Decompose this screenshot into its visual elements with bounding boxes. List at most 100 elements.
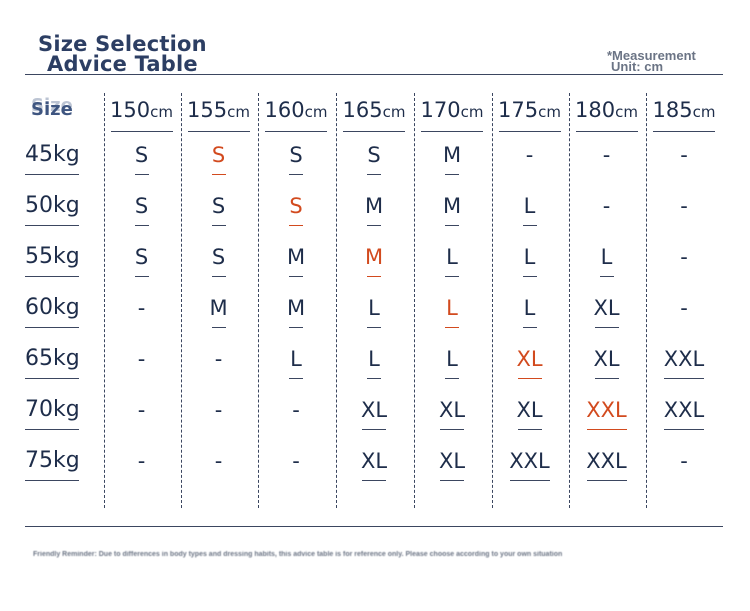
weight-underline [25,378,79,379]
size-cell: - [568,185,645,236]
recommended-size-value: L [446,296,458,320]
size-cell: - [645,236,723,287]
size-underline [594,378,619,379]
size-cell: - [645,185,723,236]
size-value: - [525,143,534,167]
height-unit: cm [692,103,716,121]
size-cell: - [180,440,257,491]
weight-label: 75kg [25,448,80,473]
size-underline [134,174,149,175]
size-cell: - [645,440,723,491]
size-cell: - [257,440,335,491]
size-cell: XL [568,338,645,389]
size-underline [289,327,303,328]
size-value: - [602,143,611,167]
size-cell: XXL [491,440,568,491]
recommended-size-value: XXL [586,398,627,422]
size-cell: XL [335,389,413,440]
header-underline [110,131,173,132]
size-cell: XL [568,287,645,338]
size-value: M [442,143,462,167]
bottom-divider [25,526,723,527]
corner-size-label: Size [25,93,103,134]
size-underline [211,327,226,328]
column-divider [414,93,416,508]
column-divider [258,93,260,508]
size-value: XL [360,398,388,422]
recommended-size-value: M [364,245,384,269]
page-title: Size Selection Advice Table [38,32,278,75]
size-underline [289,378,303,379]
weight-row-header: 45kg [25,134,103,185]
size-underline [367,327,381,328]
size-underline [445,327,459,328]
weight-row-header: 75kg [25,440,103,491]
size-underline [211,276,226,277]
height-header-label: 180cm [575,93,638,125]
size-value: M [209,296,228,320]
size-underline [509,480,550,481]
weight-row-header: 50kg [25,185,103,236]
size-cell: M [180,287,257,338]
size-value: XXL [509,449,550,473]
size-value: L [600,245,613,269]
height-header-cell: 160cm [257,93,335,134]
height-header-label: 175cm [498,93,561,125]
size-advice-table: Size 150cm 155cm 160cm 165cm 170cm 175cm 180cm… [25,93,723,508]
title-line-1: Size Selection [38,32,207,56]
size-underline [522,327,537,328]
size-value: XXL [586,449,627,473]
weight-underline [25,225,79,226]
size-value: - [680,449,688,473]
size-cell: S [335,134,413,185]
weight-underline [25,276,79,277]
column-divider [646,93,648,508]
size-value: - [137,398,146,422]
size-value: - [137,296,146,320]
size-cell: L [491,236,568,287]
size-value: M [442,194,462,218]
size-value: XXL [663,398,705,422]
weight-label: 50kg [25,193,80,218]
height-header-cell: 185cm [645,93,723,134]
size-underline [440,480,464,481]
height-unit: cm [382,103,406,121]
size-underline [367,276,381,277]
size-cell: S [180,134,257,185]
size-cell: S [103,134,180,185]
height-header-label: 165cm [343,93,406,125]
height-value: 165 [342,98,383,122]
size-cell: M [413,134,491,185]
weight-underline [25,480,79,481]
size-cell: L [413,287,491,338]
size-value: L [368,347,380,371]
size-value: L [368,296,380,320]
size-cell: XL [335,440,413,491]
size-cell: L [413,236,491,287]
recommended-size-value: S [211,143,226,167]
column-divider [181,93,183,508]
height-header-cell: 155cm [180,93,257,134]
column-divider [104,93,106,508]
size-underline [289,225,303,226]
size-cell: - [491,134,568,185]
size-cell: - [257,389,335,440]
size-value: - [680,245,688,269]
size-underline [289,174,303,175]
size-underline [211,174,226,175]
column-divider [492,93,494,508]
size-cell: M [335,236,413,287]
height-header-label: 150cm [110,93,173,125]
recommended-size-value: XL [516,347,543,371]
height-header-label: 185cm [653,93,716,125]
size-value: S [367,143,381,167]
size-cell: L [335,287,413,338]
size-value: M [364,194,384,218]
size-value: XL [593,296,620,320]
size-cell: XL [413,440,491,491]
weight-row-header: 60kg [25,287,103,338]
size-underline [594,327,619,328]
size-cell: L [568,236,645,287]
size-value: M [286,296,306,320]
size-cell: - [180,338,257,389]
